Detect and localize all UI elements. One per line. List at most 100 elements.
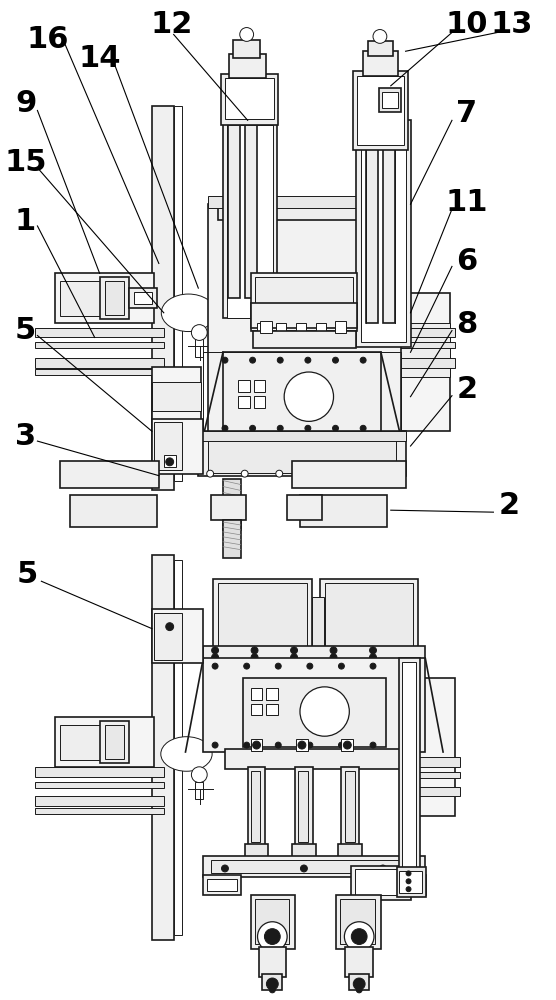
Circle shape: [212, 663, 218, 669]
Circle shape: [360, 357, 366, 363]
Bar: [287, 495, 322, 520]
Bar: [251, 739, 262, 751]
Bar: [60, 281, 105, 316]
Bar: [266, 688, 278, 700]
Text: 9: 9: [15, 89, 36, 118]
Circle shape: [300, 687, 349, 736]
Circle shape: [244, 742, 250, 748]
Circle shape: [345, 470, 352, 477]
Circle shape: [265, 929, 280, 944]
Bar: [345, 771, 355, 842]
Circle shape: [269, 987, 275, 993]
Text: 13: 13: [491, 10, 533, 39]
Bar: [363, 51, 398, 76]
Bar: [295, 767, 313, 846]
Bar: [152, 555, 173, 940]
Bar: [218, 583, 307, 646]
Bar: [336, 895, 381, 949]
Bar: [341, 767, 359, 846]
Bar: [255, 899, 289, 944]
Circle shape: [191, 767, 207, 783]
Text: 12: 12: [151, 10, 193, 39]
Text: 1: 1: [15, 207, 36, 236]
Bar: [100, 277, 129, 319]
Circle shape: [360, 425, 366, 431]
Ellipse shape: [161, 294, 216, 332]
Bar: [366, 125, 378, 323]
Bar: [401, 662, 416, 871]
Bar: [341, 739, 353, 751]
Bar: [36, 328, 164, 337]
Bar: [256, 323, 266, 333]
Bar: [223, 352, 381, 433]
Bar: [152, 419, 203, 474]
Circle shape: [330, 647, 337, 654]
Bar: [233, 40, 261, 58]
Circle shape: [344, 741, 351, 749]
Text: 14: 14: [78, 44, 121, 73]
Circle shape: [307, 663, 313, 669]
Text: 10: 10: [445, 10, 488, 39]
Bar: [195, 782, 203, 799]
Bar: [251, 273, 357, 331]
Bar: [203, 658, 425, 752]
Bar: [208, 433, 396, 473]
Bar: [225, 78, 274, 119]
Ellipse shape: [161, 737, 212, 771]
Circle shape: [344, 922, 374, 951]
Bar: [383, 125, 395, 323]
Bar: [298, 771, 308, 842]
Circle shape: [379, 865, 386, 872]
Circle shape: [332, 357, 339, 363]
Bar: [396, 342, 455, 348]
Bar: [296, 739, 308, 751]
Bar: [245, 125, 256, 298]
Bar: [211, 860, 416, 873]
Circle shape: [370, 663, 376, 669]
Bar: [218, 202, 391, 220]
Bar: [368, 41, 393, 56]
Bar: [320, 579, 419, 650]
Bar: [55, 717, 154, 767]
Text: 5: 5: [17, 560, 38, 589]
Bar: [60, 461, 159, 488]
Bar: [389, 875, 426, 895]
Text: 16: 16: [26, 25, 68, 54]
Circle shape: [207, 470, 214, 477]
Bar: [36, 369, 164, 375]
Bar: [296, 323, 306, 333]
Circle shape: [221, 865, 229, 872]
Bar: [36, 342, 164, 348]
Bar: [312, 597, 324, 646]
Bar: [152, 106, 173, 490]
Bar: [36, 767, 164, 777]
Bar: [173, 560, 181, 935]
Bar: [227, 125, 274, 318]
Bar: [292, 844, 316, 858]
Circle shape: [406, 879, 411, 884]
Circle shape: [212, 654, 219, 661]
Circle shape: [332, 425, 339, 431]
Circle shape: [251, 654, 258, 661]
Circle shape: [244, 663, 250, 669]
Circle shape: [370, 742, 376, 748]
Circle shape: [275, 742, 281, 748]
Bar: [251, 771, 261, 842]
Bar: [195, 339, 203, 357]
Bar: [152, 367, 201, 431]
Bar: [203, 875, 241, 895]
Circle shape: [305, 357, 311, 363]
Bar: [254, 396, 265, 408]
Bar: [213, 579, 312, 650]
Bar: [259, 947, 286, 977]
Bar: [401, 757, 460, 767]
Bar: [266, 704, 278, 715]
Bar: [211, 495, 246, 520]
Bar: [335, 321, 346, 333]
Bar: [401, 772, 460, 778]
Bar: [203, 352, 401, 433]
Bar: [396, 323, 450, 377]
Bar: [292, 461, 405, 488]
Circle shape: [241, 470, 248, 477]
Bar: [55, 273, 154, 323]
